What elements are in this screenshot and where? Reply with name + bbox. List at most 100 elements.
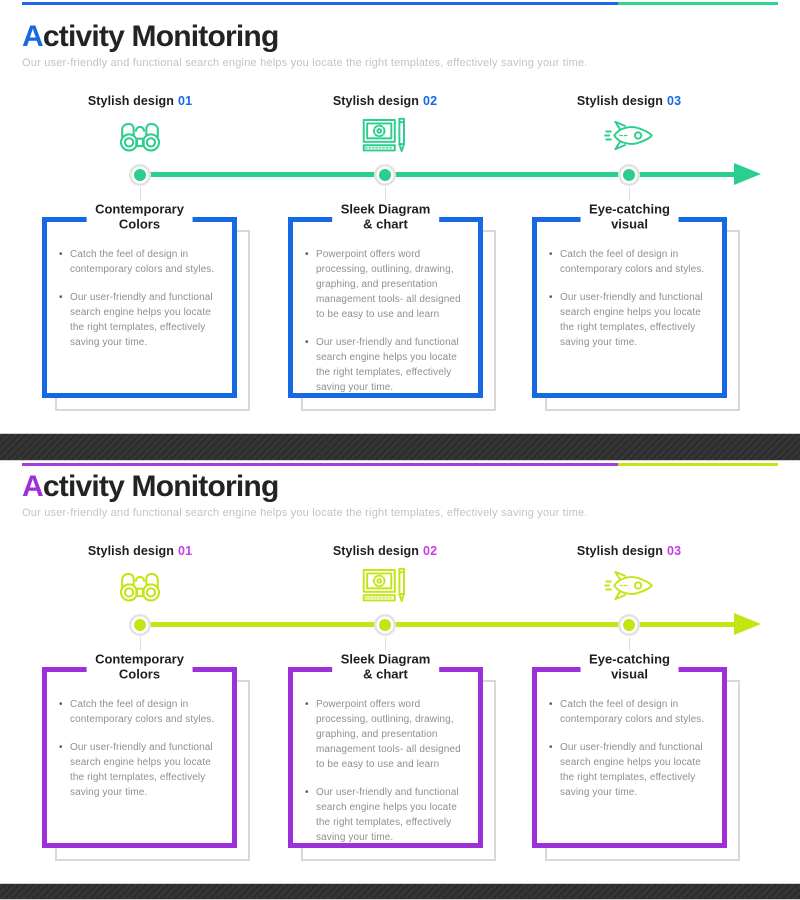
step-number: 01 xyxy=(178,94,193,108)
step-label-text: Stylish design xyxy=(332,94,420,108)
timeline-node-core xyxy=(623,619,635,631)
timeline-node-core xyxy=(379,169,391,181)
info-card-eye-catching: Eye-catching visual Catch the feel of de… xyxy=(532,200,727,398)
info-card-sleek-diagram: Sleek Diagram & chart Powerpoint offers … xyxy=(288,650,483,848)
bullet-item: Catch the feel of design in contemporary… xyxy=(545,247,714,277)
timeline-node-1 xyxy=(129,164,151,186)
design-tools-icon xyxy=(287,565,483,605)
info-card-eye-catching: Eye-catching visual Catch the feel of de… xyxy=(532,650,727,848)
bullet-item: Catch the feel of design in contemporary… xyxy=(545,697,714,727)
card-title-line2: Colors xyxy=(118,217,161,232)
timeline-node-3 xyxy=(618,164,640,186)
card-title-line1: Sleek Diagram xyxy=(340,201,431,217)
card-title: Sleek Diagram & chart xyxy=(331,200,440,234)
divider-band xyxy=(0,433,800,461)
slide-top-accent-bar xyxy=(22,463,778,466)
card-title-line1: Eye-catching xyxy=(589,651,670,667)
step-label: Stylish design 01 xyxy=(42,544,238,558)
card-bullet-list: Catch the feel of design in contemporary… xyxy=(47,697,232,800)
accent-bar-left-segment xyxy=(22,2,618,5)
card-bullet-list: Powerpoint offers word processing, outli… xyxy=(293,697,478,845)
card-title: Eye-catching visual xyxy=(580,200,679,234)
step-label-text: Stylish design xyxy=(332,544,420,558)
timeline-node-core xyxy=(134,169,146,181)
bullet-item: Our user-friendly and functional search … xyxy=(301,335,470,395)
step-label-text: Stylish design xyxy=(87,94,175,108)
bullet-item: Our user-friendly and functional search … xyxy=(55,740,224,800)
node-connector xyxy=(629,637,630,655)
card-title: Eye-catching visual xyxy=(580,650,679,684)
info-card-contemporary-colors: Contemporary Colors Catch the feel of de… xyxy=(42,200,237,398)
bullet-item: Catch the feel of design in contemporary… xyxy=(55,247,224,277)
bullet-item: Powerpoint offers word processing, outli… xyxy=(301,247,470,322)
page-title: Activity Monitoring xyxy=(22,470,279,503)
step-number: 01 xyxy=(178,544,193,558)
info-card-sleek-diagram: Sleek Diagram & chart Powerpoint offers … xyxy=(288,200,483,398)
step-number: 02 xyxy=(423,94,438,108)
info-card-contemporary-colors: Contemporary Colors Catch the feel of de… xyxy=(42,650,237,848)
step-header-2: Stylish design 02 xyxy=(287,544,483,605)
step-label: Stylish design 01 xyxy=(42,94,238,108)
bullet-item: Our user-friendly and functional search … xyxy=(545,740,714,800)
title-lead-letter: A xyxy=(22,470,44,503)
step-header-2: Stylish design 02 xyxy=(287,94,483,155)
divider-band xyxy=(0,883,800,900)
subtitle: Our user-friendly and functional search … xyxy=(22,57,588,69)
card-title-line1: Contemporary xyxy=(95,651,184,667)
step-header-3: Stylish design 03 xyxy=(531,94,727,155)
card-title: Contemporary Colors xyxy=(86,650,193,684)
node-connector xyxy=(140,637,141,655)
timeline-arrow-head xyxy=(734,163,761,185)
timeline-node-core xyxy=(623,169,635,181)
timeline-arrow-head xyxy=(734,613,761,635)
step-label: Stylish design 02 xyxy=(287,544,483,558)
timeline-node-core xyxy=(379,619,391,631)
step-label-text: Stylish design xyxy=(87,544,175,558)
card-title-line2: visual xyxy=(611,217,648,232)
bullet-item: Catch the feel of design in contemporary… xyxy=(55,697,224,727)
title-rest: ctivity Monitoring xyxy=(42,470,279,503)
bullet-item: Our user-friendly and functional search … xyxy=(301,785,470,845)
node-connector xyxy=(629,187,630,205)
card-title-line1: Sleek Diagram xyxy=(340,651,431,667)
node-connector xyxy=(385,187,386,205)
rocket-icon xyxy=(531,565,727,605)
step-header-1: Stylish design 01 xyxy=(42,544,238,605)
accent-bar-right-segment xyxy=(618,2,778,5)
card-title-line2: Colors xyxy=(118,667,161,682)
card-title-line2: & chart xyxy=(363,217,408,232)
accent-bar-left-segment xyxy=(22,463,618,466)
card-bullet-list: Powerpoint offers word processing, outli… xyxy=(293,247,478,395)
title-lead-letter: A xyxy=(22,20,44,53)
accent-bar-right-segment xyxy=(618,463,778,466)
step-header-3: Stylish design 03 xyxy=(531,544,727,605)
timeline-node-3 xyxy=(618,614,640,636)
step-label-text: Stylish design xyxy=(576,94,664,108)
card-title-line2: & chart xyxy=(363,667,408,682)
timeline-line xyxy=(140,622,736,627)
step-header-1: Stylish design 01 xyxy=(42,94,238,155)
slide-activity-monitoring-purple: Activity Monitoring Our user-friendly an… xyxy=(0,461,800,883)
timeline-node-1 xyxy=(129,614,151,636)
timeline-line xyxy=(140,172,736,177)
card-bullet-list: Catch the feel of design in contemporary… xyxy=(47,247,232,350)
node-connector xyxy=(385,637,386,655)
design-tools-icon xyxy=(287,115,483,155)
step-label: Stylish design 03 xyxy=(531,94,727,108)
bullet-item: Our user-friendly and functional search … xyxy=(545,290,714,350)
page-title: Activity Monitoring xyxy=(22,20,279,53)
timeline-node-core xyxy=(134,619,146,631)
card-title-line2: visual xyxy=(611,667,648,682)
slide-top-accent-bar xyxy=(22,2,778,5)
card-bullet-list: Catch the feel of design in contemporary… xyxy=(537,247,722,350)
step-number: 03 xyxy=(667,544,682,558)
card-title: Sleek Diagram & chart xyxy=(331,650,440,684)
step-label-text: Stylish design xyxy=(576,544,664,558)
slide-activity-monitoring-blue: Activity Monitoring Our user-friendly an… xyxy=(0,0,800,433)
step-label: Stylish design 03 xyxy=(531,544,727,558)
card-bullet-list: Catch the feel of design in contemporary… xyxy=(537,697,722,800)
bullet-item: Powerpoint offers word processing, outli… xyxy=(301,697,470,772)
timeline-node-2 xyxy=(374,614,396,636)
step-number: 03 xyxy=(667,94,682,108)
